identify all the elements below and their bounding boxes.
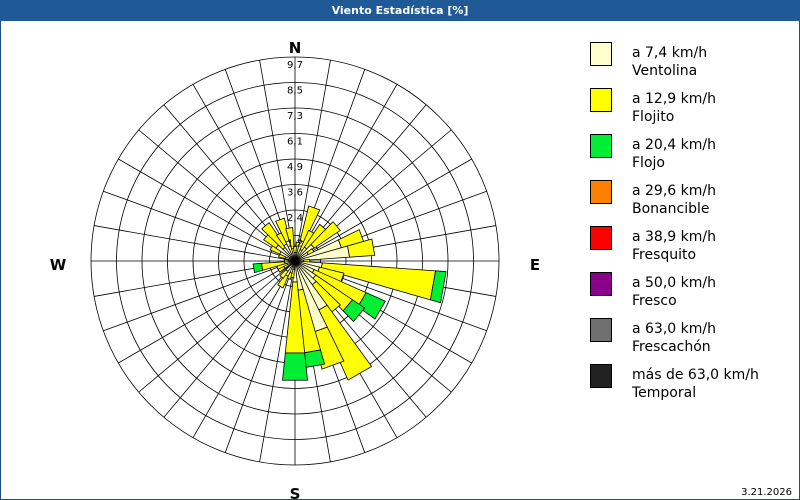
- wind-bar-210-1: [277, 274, 289, 289]
- wind-bars: [252, 205, 447, 381]
- legend-item: a 29,6 km/h Bonancible: [590, 178, 795, 224]
- legend-item: a 50,0 km/h Fresco: [590, 270, 795, 316]
- legend: a 7,4 km/h Ventolina a 12,9 km/h Flojito a 2…: [590, 40, 795, 408]
- legend-item: a 38,9 km/h Fresquito: [590, 224, 795, 270]
- legend-label: a 29,6 km/h Bonancible: [632, 182, 716, 218]
- compass-w: W: [50, 256, 67, 274]
- legend-item: a 7,4 km/h Ventolina: [590, 40, 795, 86]
- ring-label: 3,6: [287, 188, 303, 199]
- ring-label: 8,5: [287, 86, 303, 97]
- legend-label: a 63,0 km/h Frescachón: [632, 320, 716, 356]
- legend-swatch: [590, 364, 612, 388]
- compass-n: N: [289, 39, 302, 57]
- legend-label: más de 63,0 km/h Temporal: [632, 366, 759, 402]
- legend-swatch: [590, 88, 612, 112]
- grid-ring: [141, 107, 449, 415]
- wind-bar-180-2: [282, 352, 308, 381]
- legend-swatch: [590, 318, 612, 342]
- legend-name: Flojo: [632, 155, 665, 171]
- wind-rose-chart: 1,2 2,4 3,6 4,9 6,1 7,3 8,5 9,7 N E S W: [50, 39, 540, 500]
- grid-ring: [167, 133, 423, 389]
- wind-bar-350-1: [285, 226, 295, 250]
- ring-label: 6,1: [287, 137, 303, 148]
- legend-name: Temporal: [632, 385, 697, 401]
- legend-name: Flojito: [632, 109, 675, 125]
- ring-label: 4,9: [287, 162, 303, 173]
- window-title: Viento Estadística [%]: [0, 0, 800, 21]
- legend-speed: a 29,6 km/h: [632, 183, 716, 199]
- wind-bar-50-1: [310, 221, 341, 249]
- legend-swatch: [590, 180, 612, 204]
- wind-bar-360-1: [293, 245, 297, 254]
- legend-name: Fresco: [632, 293, 677, 309]
- legend-swatch: [590, 272, 612, 296]
- ring-label: 2,4: [287, 213, 303, 224]
- wind-bar-260-2: [252, 262, 264, 274]
- legend-swatch: [590, 42, 612, 66]
- legend-name: Fresquito: [632, 247, 697, 263]
- legend-speed: a 20,4 km/h: [632, 137, 716, 153]
- wind-bar-340-1: [275, 217, 291, 243]
- ring-label: 7,3: [287, 111, 303, 122]
- wind-bar-130-2: [342, 299, 366, 323]
- legend-speed: a 7,4 km/h: [632, 45, 708, 61]
- legend-speed: más de 63,0 km/h: [632, 367, 759, 383]
- wind-bar-320-1: [261, 222, 287, 250]
- wind-bar-220-1: [279, 269, 289, 280]
- legend-item: a 63,0 km/h Frescachón: [590, 316, 795, 362]
- legend-label: a 20,4 km/h Flojo: [632, 136, 716, 172]
- wind-bar-120-2: [357, 292, 386, 320]
- wind-bar-270-1: [284, 259, 290, 263]
- legend-speed: a 38,9 km/h: [632, 229, 716, 245]
- wind-bar-20-1: [299, 205, 321, 243]
- wind-bar-100-2: [429, 270, 447, 304]
- legend-label: a 38,9 km/h Fresquito: [632, 228, 716, 264]
- legend-item: a 12,9 km/h Flojito: [590, 86, 795, 132]
- wind-bar-150-1: [316, 304, 373, 381]
- legend-label: a 12,9 km/h Flojito: [632, 90, 716, 126]
- compass-e: E: [530, 256, 540, 274]
- ring-label: 1,2: [287, 239, 303, 250]
- ring-labels: 1,2 2,4 3,6 4,9 6,1 7,3 8,5 9,7: [287, 60, 303, 250]
- grid-ring: [116, 82, 474, 440]
- legend-name: Ventolina: [632, 63, 698, 79]
- legend-speed: a 12,9 km/h: [632, 91, 716, 107]
- legend-item: más de 63,0 km/h Temporal: [590, 362, 795, 408]
- legend-swatch: [590, 226, 612, 250]
- legend-label: a 7,4 km/h Ventolina: [632, 44, 707, 80]
- ring-label: 9,7: [287, 60, 303, 71]
- legend-label: a 50,0 km/h Fresco: [632, 274, 716, 310]
- legend-name: Bonancible: [632, 201, 710, 217]
- date-label: 3.21.2026: [741, 487, 792, 498]
- legend-item: a 20,4 km/h Flojo: [590, 132, 795, 178]
- compass-labels: N E S W: [50, 39, 540, 500]
- wind-bar-80-1: [347, 238, 376, 258]
- legend-speed: a 63,0 km/h: [632, 321, 716, 337]
- compass-s: S: [290, 485, 301, 500]
- grid-ring: [90, 56, 500, 466]
- legend-speed: a 50,0 km/h: [632, 275, 716, 291]
- legend-swatch: [590, 134, 612, 158]
- legend-name: Frescachón: [632, 339, 711, 355]
